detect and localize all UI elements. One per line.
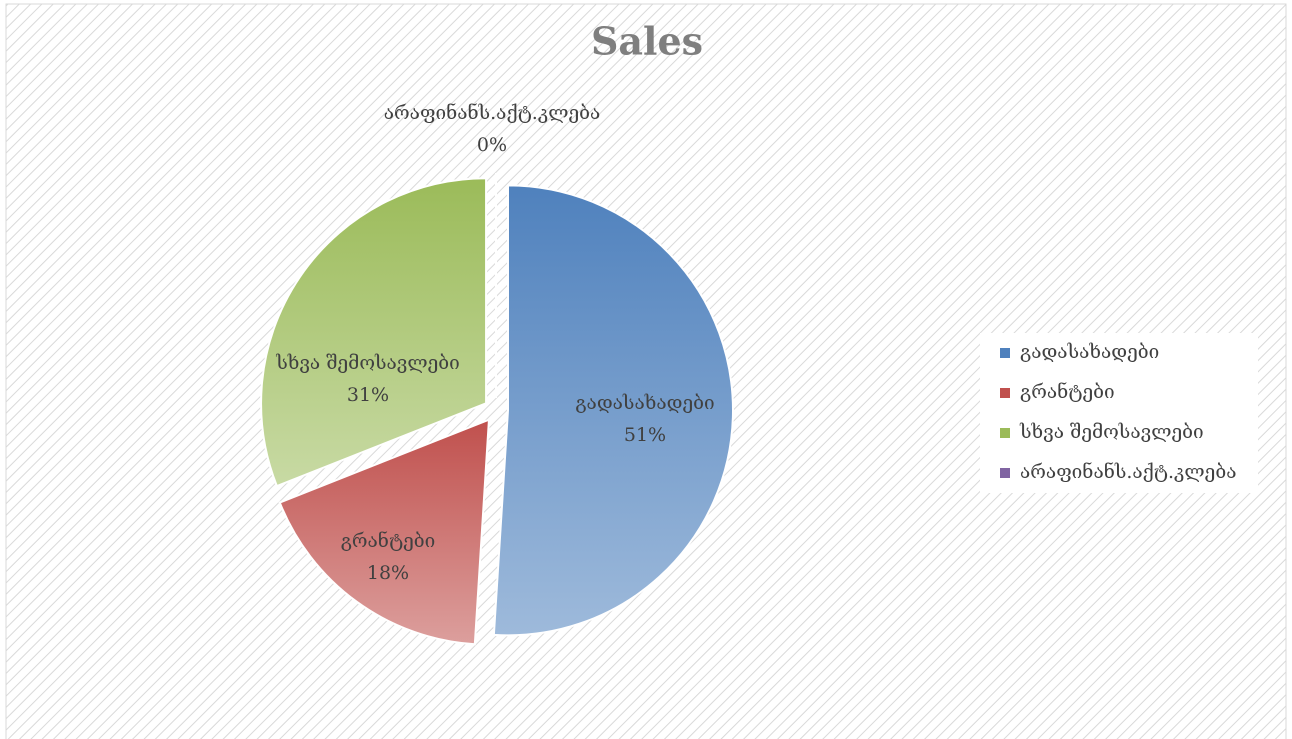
data-label-value: 31% <box>347 384 389 406</box>
chart-title: Sales <box>591 19 703 64</box>
data-label-category: არაფინანს.აქტ.კლება <box>384 102 600 124</box>
pie-slice <box>278 418 491 646</box>
legend-swatch <box>1000 468 1010 478</box>
legend-label: გრანტები <box>1020 381 1115 403</box>
data-label-category: სხვა შემოსავლები <box>275 352 460 374</box>
legend-swatch <box>1000 388 1010 398</box>
pie-slice <box>492 184 734 637</box>
data-label-value: 51% <box>624 424 666 446</box>
data-label-value: 18% <box>367 562 409 584</box>
legend-box <box>980 333 1258 493</box>
data-label-category: გრანტები <box>341 530 436 552</box>
legend-label: არაფინანს.აქტ.კლება <box>1020 461 1236 483</box>
legend-label: სხვა შემოსავლები <box>1019 421 1204 443</box>
legend-label: გადასახადები <box>1020 341 1159 363</box>
legend-swatch <box>1000 348 1010 358</box>
data-label-value: 0% <box>477 134 507 156</box>
legend-swatch <box>1000 428 1010 438</box>
data-label-category: გადასახადები <box>575 392 714 414</box>
pie-slice <box>260 177 488 488</box>
